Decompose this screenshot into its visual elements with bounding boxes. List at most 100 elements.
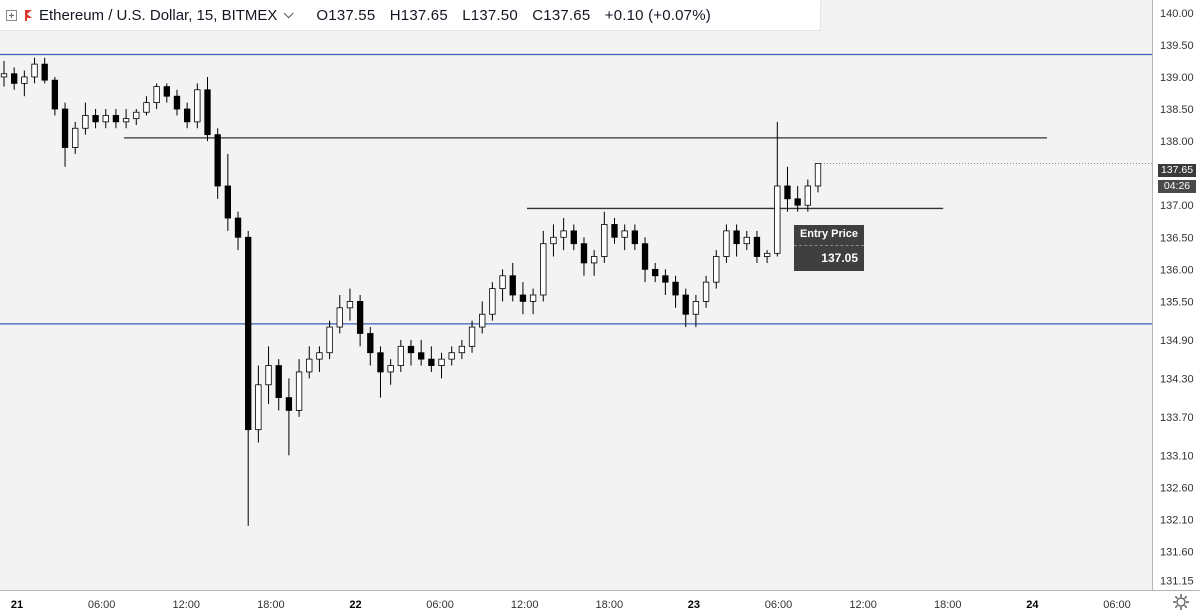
- chart-legend-bar: Ethereum / U.S. Dollar, 15, BITMEX O137.…: [0, 0, 820, 30]
- y-tick-label: 137.00: [1160, 200, 1194, 212]
- price-axis-panel[interactable]: [1152, 0, 1200, 615]
- candle-body: [580, 243, 588, 264]
- x-tick-label: 21: [11, 599, 23, 611]
- y-tick-label: 134.30: [1160, 373, 1194, 385]
- candle-body: [51, 79, 59, 110]
- candle-body: [499, 275, 506, 289]
- candle-body: [336, 307, 343, 328]
- y-tick-label: 138.00: [1160, 136, 1194, 148]
- x-tick-label: 23: [688, 599, 700, 611]
- close-value: C137.65: [532, 6, 591, 24]
- candle-body: [804, 185, 811, 206]
- candle-body: [743, 236, 750, 245]
- candle-body: [122, 118, 130, 123]
- x-tick-label: 06:00: [765, 599, 793, 611]
- candle-body: [407, 345, 415, 354]
- candle-body: [550, 236, 557, 245]
- candle-body: [733, 230, 740, 245]
- candle-body: [31, 63, 38, 78]
- candle-body: [0, 73, 8, 78]
- candle-body: [92, 115, 99, 123]
- time-axis-panel[interactable]: [0, 590, 1200, 615]
- y-tick-label: 138.50: [1160, 104, 1194, 116]
- candle-body: [377, 352, 384, 373]
- candle-body: [82, 115, 89, 129]
- candle-body: [204, 89, 211, 136]
- candle-body: [672, 281, 679, 296]
- candle-body: [326, 326, 333, 354]
- ohlc-values: O137.55 H137.65 L137.50 C137.65 +0.10 (+…: [316, 7, 721, 24]
- last-price-tag: 137.65: [1158, 164, 1196, 177]
- y-tick-label: 134.90: [1160, 335, 1194, 347]
- candle-body: [601, 224, 608, 257]
- candle-body: [723, 230, 730, 257]
- chevron-down-icon[interactable]: [284, 7, 294, 18]
- candle-body: [621, 230, 628, 238]
- entry-price-value: 137.05: [821, 251, 858, 265]
- candle-body: [214, 134, 221, 187]
- x-tick-label: 12:00: [849, 599, 877, 611]
- change-value: +0.10 (+0.07%): [604, 6, 711, 24]
- candle-body: [316, 352, 323, 360]
- candle-body: [529, 294, 537, 302]
- candle-body: [641, 243, 649, 270]
- candle-body: [468, 326, 476, 347]
- candle-body: [448, 352, 455, 360]
- candle-body: [194, 89, 201, 123]
- low-value: L137.50: [462, 6, 518, 24]
- x-tick-label: 12:00: [172, 599, 200, 611]
- candle-body: [285, 397, 293, 411]
- y-tick-label: 140.00: [1160, 8, 1194, 20]
- candle-body: [489, 288, 496, 315]
- candle-body: [702, 281, 710, 302]
- candle-body: [458, 345, 466, 354]
- candle-body: [346, 301, 354, 309]
- y-tick-label: 136.00: [1160, 264, 1194, 276]
- x-tick-label: 12:00: [511, 599, 539, 611]
- candle-body: [784, 185, 791, 200]
- candle-body: [255, 384, 262, 431]
- candle-body: [11, 73, 18, 84]
- open-value: O137.55: [316, 6, 376, 24]
- candle-body: [540, 243, 547, 296]
- candle-body: [173, 95, 181, 110]
- candle-body: [295, 371, 303, 411]
- x-tick-label: 22: [349, 599, 361, 611]
- candle-body: [367, 333, 374, 354]
- candle-body: [61, 108, 69, 148]
- x-tick-label: 06:00: [1103, 599, 1131, 611]
- candle-body: [102, 115, 109, 123]
- symbol-title[interactable]: Ethereum / U.S. Dollar, 15, BITMEX: [39, 6, 278, 24]
- candle-body: [631, 230, 639, 245]
- y-tick-label: 132.60: [1160, 482, 1194, 494]
- x-tick-label: 06:00: [88, 599, 116, 611]
- x-tick-label: 24: [1026, 599, 1039, 611]
- candle-body: [560, 230, 567, 238]
- candle-body: [763, 252, 771, 257]
- candle-body: [652, 268, 659, 277]
- candle-body: [774, 185, 781, 254]
- settings-gear-icon[interactable]: [1172, 593, 1190, 611]
- entry-price-title: Entry Price: [794, 225, 864, 246]
- x-tick-label: 06:00: [426, 599, 454, 611]
- collapse-legend-icon[interactable]: [6, 9, 17, 21]
- y-tick-label: 133.10: [1160, 450, 1194, 462]
- y-tick-label: 131.60: [1160, 547, 1194, 559]
- candle-body: [224, 185, 232, 219]
- y-tick-label: 132.10: [1160, 514, 1194, 526]
- candle-body: [41, 63, 48, 81]
- candle-body: [479, 313, 486, 328]
- candle-body: [682, 294, 689, 315]
- candle-body: [133, 111, 140, 120]
- entry-price-annotation[interactable]: Entry Price 137.05: [794, 225, 864, 271]
- plot-background: [0, 0, 1152, 590]
- flag-icon[interactable]: [25, 9, 33, 21]
- candle-body: [662, 275, 669, 283]
- x-tick-label: 18:00: [596, 599, 624, 611]
- candle-body: [387, 365, 394, 373]
- y-tick-label: 131.15: [1160, 575, 1194, 587]
- candle-body: [418, 352, 425, 360]
- high-value: H137.65: [389, 6, 448, 24]
